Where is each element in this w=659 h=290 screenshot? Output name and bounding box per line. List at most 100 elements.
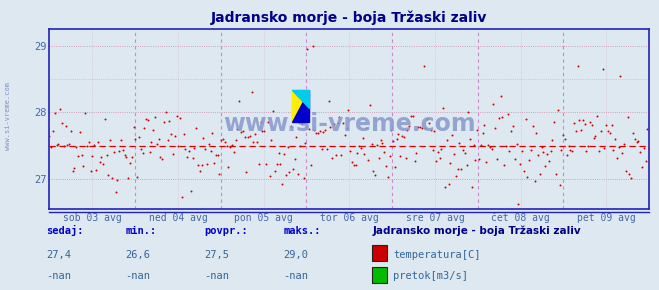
Point bbox=[356, 146, 366, 150]
Point bbox=[628, 131, 639, 135]
Polygon shape bbox=[293, 90, 309, 122]
Point bbox=[262, 120, 273, 125]
Point bbox=[504, 149, 515, 154]
Point bbox=[459, 151, 470, 155]
Point bbox=[146, 140, 157, 144]
Point bbox=[635, 150, 645, 154]
Point bbox=[588, 136, 599, 140]
Point bbox=[244, 134, 255, 138]
Point bbox=[166, 132, 177, 136]
Text: Jadransko morje - boja Tržaski zaliv: Jadransko morje - boja Tržaski zaliv bbox=[372, 226, 581, 236]
Point bbox=[205, 148, 215, 153]
Point bbox=[212, 153, 223, 157]
Point bbox=[436, 146, 447, 151]
Point bbox=[513, 202, 524, 207]
Point bbox=[409, 159, 420, 164]
Point bbox=[157, 156, 167, 161]
Point bbox=[612, 156, 622, 161]
Point bbox=[202, 162, 212, 166]
Point bbox=[62, 142, 72, 147]
Point bbox=[91, 167, 101, 172]
Point bbox=[327, 156, 337, 161]
Point bbox=[347, 159, 357, 164]
Point bbox=[49, 111, 60, 116]
Point bbox=[259, 129, 270, 134]
Text: 29,0: 29,0 bbox=[283, 250, 308, 260]
Point bbox=[479, 122, 490, 127]
Point bbox=[547, 138, 558, 143]
Point bbox=[540, 164, 550, 169]
Point bbox=[474, 157, 484, 162]
Text: maks.:: maks.: bbox=[283, 226, 321, 236]
Point bbox=[55, 107, 65, 111]
Point bbox=[416, 125, 427, 130]
Point bbox=[307, 43, 318, 48]
Point bbox=[237, 128, 248, 133]
Point bbox=[281, 173, 291, 178]
Point bbox=[221, 144, 232, 148]
Point bbox=[374, 156, 384, 160]
Point bbox=[639, 146, 649, 150]
Point bbox=[254, 162, 264, 166]
Point bbox=[368, 169, 379, 174]
Point bbox=[641, 158, 651, 163]
Point bbox=[318, 129, 329, 134]
Point bbox=[123, 176, 134, 180]
Point bbox=[596, 129, 606, 134]
Point bbox=[349, 163, 359, 168]
Point bbox=[467, 185, 477, 190]
Point bbox=[312, 131, 323, 136]
Point bbox=[257, 128, 268, 133]
Point bbox=[171, 113, 182, 118]
Point bbox=[376, 137, 386, 142]
Point bbox=[585, 120, 595, 125]
Text: -nan: -nan bbox=[125, 271, 150, 281]
Point bbox=[198, 136, 209, 140]
Point bbox=[357, 136, 368, 141]
Point bbox=[581, 149, 592, 153]
Point bbox=[331, 153, 341, 158]
Point bbox=[98, 162, 108, 166]
Point bbox=[606, 123, 617, 127]
Point bbox=[476, 143, 486, 148]
Point bbox=[316, 147, 327, 152]
Point bbox=[469, 143, 479, 147]
Point bbox=[402, 128, 413, 132]
Point bbox=[284, 170, 295, 175]
Point bbox=[180, 147, 190, 151]
Point bbox=[184, 149, 194, 153]
Point bbox=[511, 142, 522, 146]
Point bbox=[524, 157, 534, 162]
Point bbox=[241, 169, 252, 174]
Point bbox=[44, 134, 55, 139]
Point bbox=[231, 137, 241, 142]
Point bbox=[74, 129, 85, 134]
Point bbox=[542, 151, 552, 156]
Point bbox=[186, 188, 196, 193]
Point bbox=[619, 142, 629, 146]
Point bbox=[363, 158, 374, 163]
Point bbox=[101, 152, 112, 157]
Point bbox=[82, 144, 92, 148]
Point bbox=[78, 164, 89, 168]
Point bbox=[232, 126, 243, 131]
Point bbox=[577, 118, 588, 123]
Point bbox=[80, 111, 90, 116]
Point bbox=[361, 126, 372, 130]
Point bbox=[552, 108, 563, 112]
Point bbox=[401, 156, 411, 161]
Point bbox=[112, 177, 123, 182]
Point bbox=[549, 120, 559, 124]
Point bbox=[599, 146, 610, 151]
Point bbox=[57, 121, 67, 126]
Point bbox=[299, 175, 309, 180]
Point bbox=[610, 137, 620, 141]
Point bbox=[604, 130, 615, 135]
Point bbox=[46, 144, 57, 149]
Point bbox=[300, 141, 310, 145]
Point bbox=[117, 148, 128, 153]
Point bbox=[411, 151, 422, 155]
Point bbox=[565, 148, 575, 152]
Point bbox=[366, 142, 377, 146]
Point bbox=[372, 143, 382, 148]
